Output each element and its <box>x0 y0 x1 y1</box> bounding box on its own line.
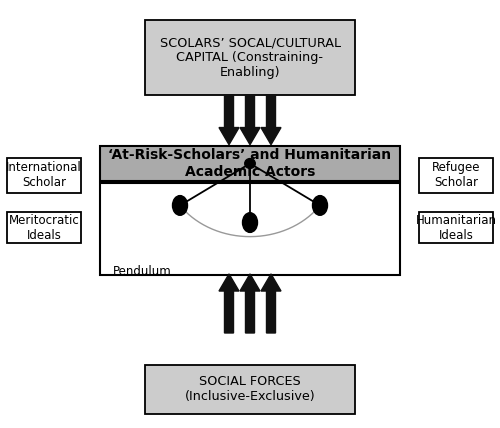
Text: Refugee
Scholar: Refugee Scholar <box>432 161 480 190</box>
Text: Meritocratic
Ideals: Meritocratic Ideals <box>8 214 80 242</box>
Ellipse shape <box>172 196 188 215</box>
Ellipse shape <box>242 213 258 232</box>
FancyArrow shape <box>261 274 281 333</box>
Text: SOCIAL FORCES
(Inclusive-Exclusive): SOCIAL FORCES (Inclusive-Exclusive) <box>184 375 316 404</box>
Ellipse shape <box>312 196 328 215</box>
FancyBboxPatch shape <box>145 365 355 414</box>
Ellipse shape <box>245 158 256 169</box>
Text: International
Scholar: International Scholar <box>6 161 82 190</box>
Text: SCOLARS’ SOCAL/CULTURAL
CAPITAL (Constraining-
Enabling): SCOLARS’ SOCAL/CULTURAL CAPITAL (Constra… <box>160 36 340 79</box>
FancyBboxPatch shape <box>419 158 493 193</box>
FancyBboxPatch shape <box>7 158 81 193</box>
Text: Pendulum: Pendulum <box>112 265 171 278</box>
FancyBboxPatch shape <box>7 212 81 243</box>
FancyArrow shape <box>240 95 260 145</box>
FancyBboxPatch shape <box>100 183 400 275</box>
FancyBboxPatch shape <box>100 146 400 181</box>
FancyArrow shape <box>240 274 260 333</box>
Text: ‘At-Risk-Scholars’ and Humanitarian
Academic Actors: ‘At-Risk-Scholars’ and Humanitarian Acad… <box>108 149 392 178</box>
FancyArrow shape <box>261 95 281 145</box>
FancyBboxPatch shape <box>145 21 355 95</box>
Text: Humanitarian
Ideals: Humanitarian Ideals <box>416 214 496 242</box>
FancyArrow shape <box>219 95 239 145</box>
FancyBboxPatch shape <box>419 212 493 243</box>
FancyArrow shape <box>219 274 239 333</box>
